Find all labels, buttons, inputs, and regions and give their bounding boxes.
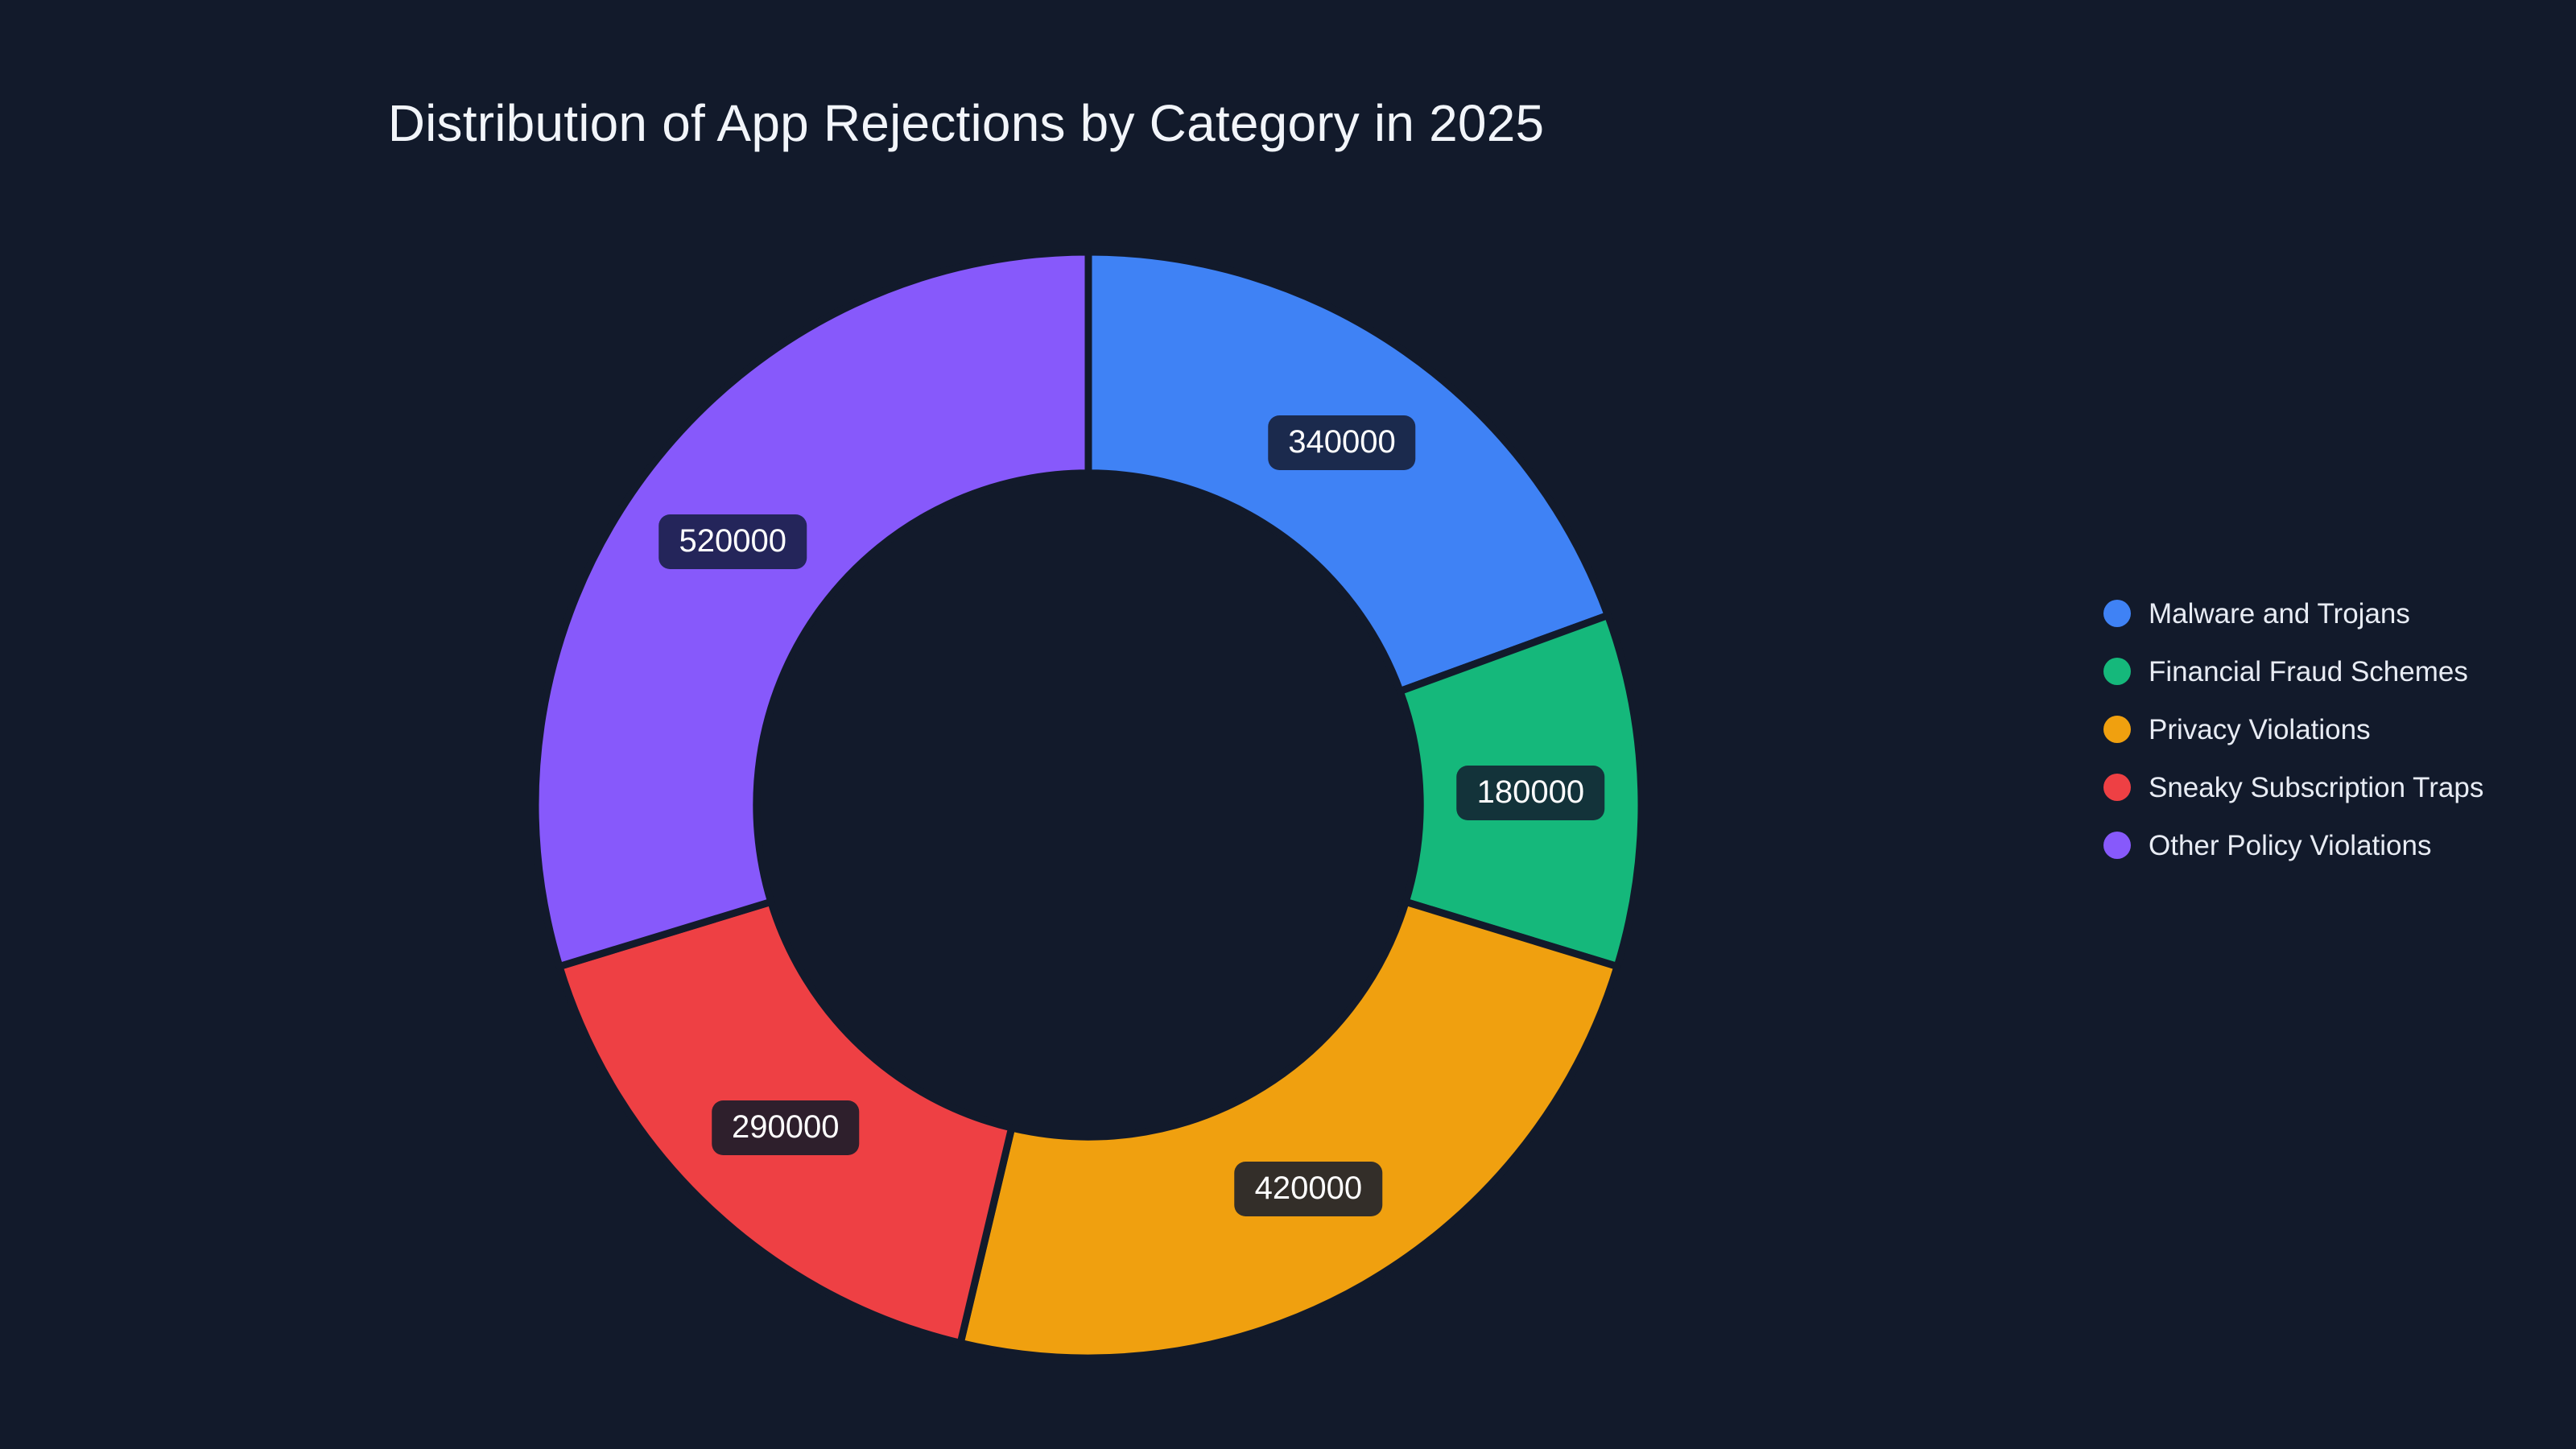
legend-item[interactable]: Financial Fraud Schemes <box>2103 642 2483 700</box>
legend-item[interactable]: Sneaky Subscription Traps <box>2103 758 2483 816</box>
legend-swatch-icon <box>2103 832 2131 859</box>
slice-value-label: 420000 <box>1234 1161 1383 1216</box>
legend-item[interactable]: Other Policy Violations <box>2103 816 2483 874</box>
pie-slice[interactable] <box>531 248 1092 971</box>
chart-legend: Malware and Trojans Financial Fraud Schem… <box>2103 584 2483 874</box>
pie-slice[interactable] <box>956 898 1621 1362</box>
legend-item-label: Malware and Trojans <box>2149 597 2410 630</box>
legend-item-label: Sneaky Subscription Traps <box>2149 771 2484 803</box>
slice-value-label: 290000 <box>712 1100 860 1155</box>
page-title: Distribution of App Rejections by Catego… <box>387 94 1545 152</box>
slice-value-label: 180000 <box>1456 766 1605 821</box>
legend-swatch-icon <box>2103 716 2131 743</box>
legend-swatch-icon <box>2103 658 2131 685</box>
pie-slice[interactable] <box>1396 611 1645 971</box>
legend-swatch-icon <box>2103 774 2131 801</box>
legend-item-label: Privacy Violations <box>2149 713 2371 745</box>
legend-item-label: Other Policy Violations <box>2149 829 2432 861</box>
slice-value-label: 340000 <box>1268 415 1416 470</box>
pie-slice[interactable] <box>1084 248 1612 696</box>
legend-swatch-icon <box>2103 600 2131 627</box>
legend-item-label: Financial Fraud Schemes <box>2149 655 2468 687</box>
legend-item[interactable]: Privacy Violations <box>2103 700 2483 758</box>
legend-item[interactable]: Malware and Trojans <box>2103 584 2483 642</box>
slice-value-label: 520000 <box>658 514 807 569</box>
pie-slice[interactable] <box>555 898 1016 1347</box>
